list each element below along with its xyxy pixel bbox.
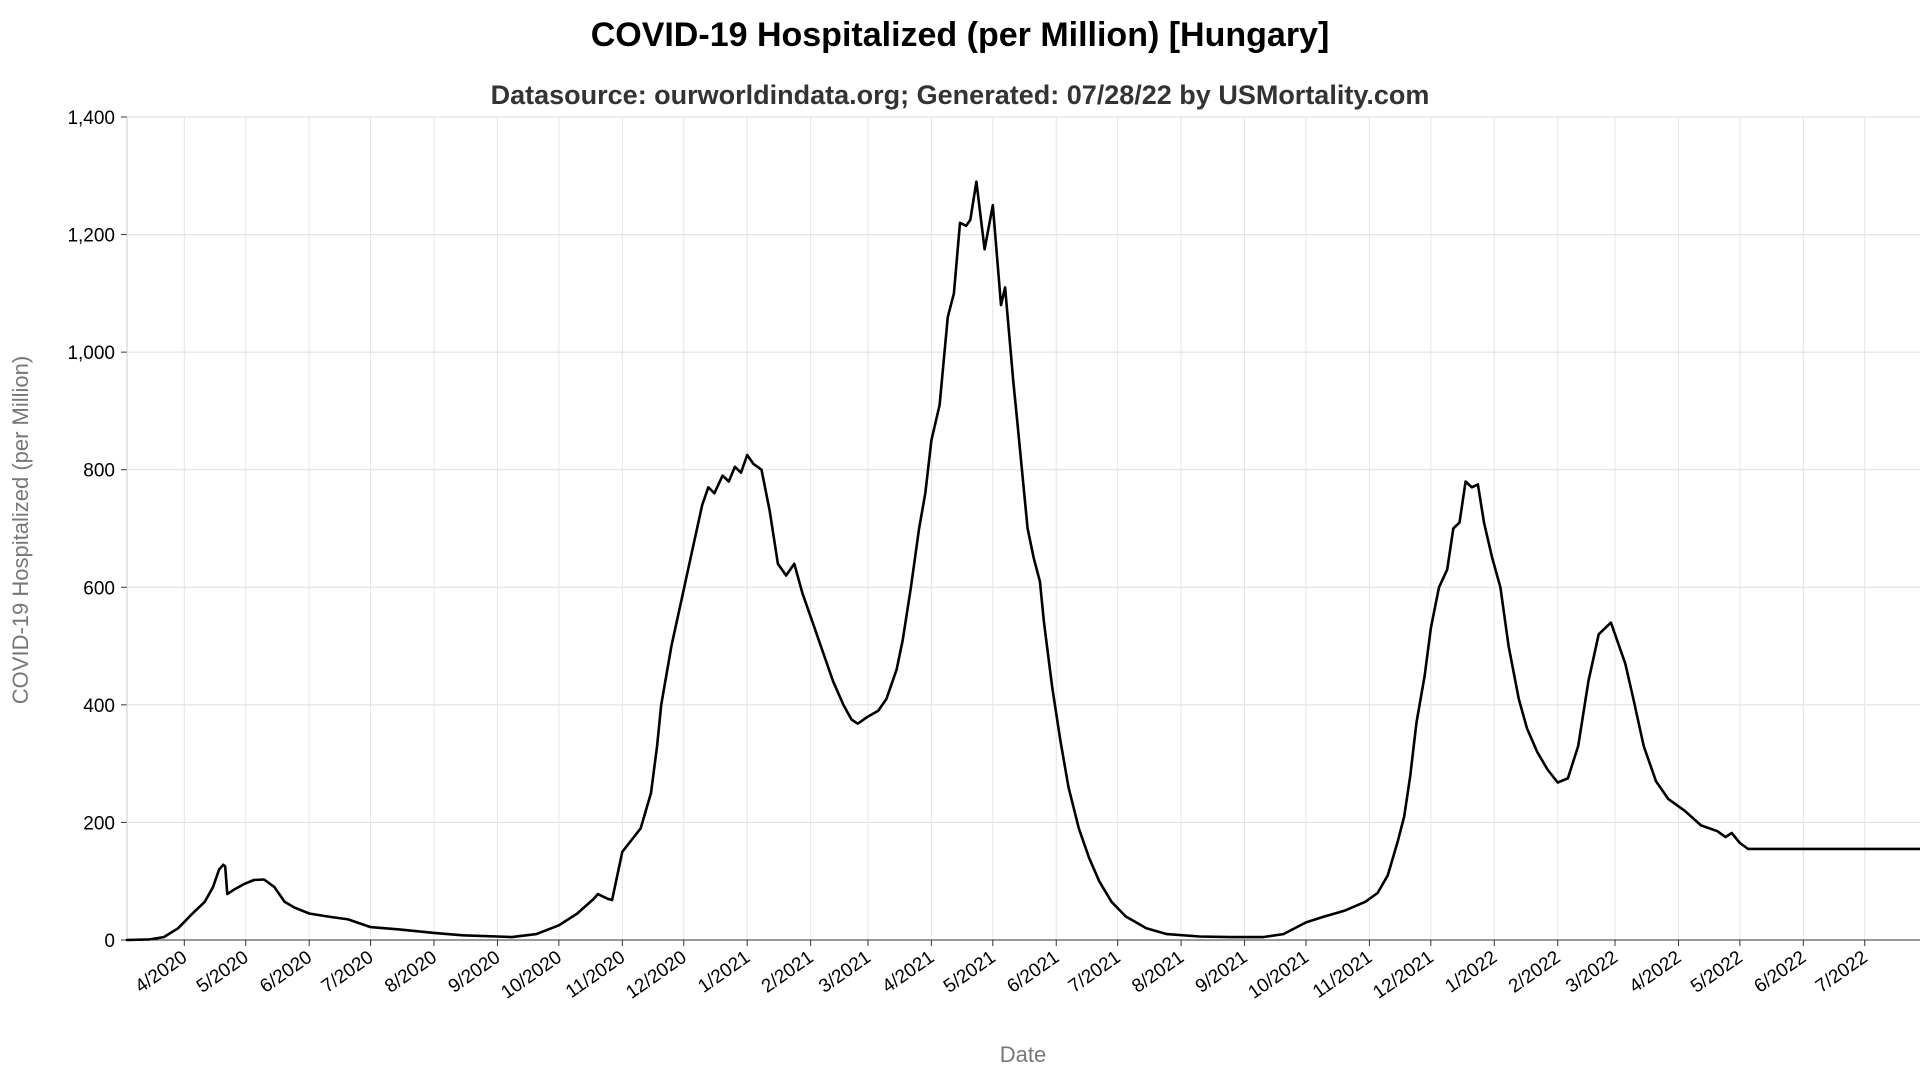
x-tick-label: 6/2021 <box>1003 947 1063 998</box>
x-tick-label: 8/2021 <box>1128 947 1188 998</box>
x-tick-label: 1/2021 <box>694 947 754 998</box>
x-tick-label: 8/2020 <box>381 947 441 998</box>
x-tick-label: 6/2020 <box>256 947 316 998</box>
y-tick-label: 1,400 <box>67 108 115 129</box>
x-tick-label: 4/2021 <box>879 947 939 998</box>
y-tick-label: 400 <box>83 696 115 717</box>
y-tick-label: 200 <box>83 813 115 834</box>
axes <box>121 116 1920 946</box>
x-tick-label: 12/2021 <box>1369 947 1437 1004</box>
x-tick-label: 3/2022 <box>1562 947 1622 998</box>
y-tick-labels: 0 200 400 600 800 1,000 1,200 1,400 <box>67 108 115 952</box>
y-tick-label: 1,000 <box>67 343 115 364</box>
x-tick-label: 1/2022 <box>1441 947 1501 998</box>
x-tick-label: 9/2021 <box>1192 947 1252 998</box>
x-tick-label: 10/2021 <box>1245 947 1313 1004</box>
series-layer <box>125 180 1920 942</box>
x-tick-label: 4/2022 <box>1626 947 1686 998</box>
y-tick-label: 600 <box>83 578 115 599</box>
x-tick-label: 10/2020 <box>497 947 565 1004</box>
y-tick-label: 0 <box>104 931 115 952</box>
chart-subtitle: Datasource: ourworldindata.org; Generate… <box>490 80 1430 110</box>
x-tick-label: 6/2022 <box>1751 947 1811 998</box>
x-tick-label: 11/2021 <box>1309 947 1376 1003</box>
x-tick-label: 7/2022 <box>1812 947 1872 998</box>
grid-lines <box>127 116 1920 940</box>
x-tick-label: 9/2020 <box>445 947 505 998</box>
x-tick-label: 3/2021 <box>815 947 875 998</box>
y-axis-title: COVID-19 Hospitalized (per Million) <box>8 356 33 704</box>
x-tick-label: 5/2020 <box>193 947 253 998</box>
x-axis-title: Date <box>1000 1042 1046 1067</box>
x-tick-label: 7/2021 <box>1065 947 1125 998</box>
y-tick-label: 800 <box>83 461 115 482</box>
x-tick-label: 5/2021 <box>940 947 1000 998</box>
chart-title: COVID-19 Hospitalized (per Million) [Hun… <box>590 16 1330 54</box>
x-tick-label: 4/2020 <box>132 947 192 998</box>
x-tick-label: 11/2020 <box>562 947 629 1003</box>
x-tick-label: 5/2022 <box>1687 947 1747 998</box>
x-tick-label: 7/2020 <box>318 947 378 998</box>
series-line-0 <box>125 180 1920 942</box>
x-tick-label: 2/2022 <box>1505 947 1565 998</box>
x-tick-label: 12/2020 <box>622 947 690 1004</box>
y-tick-label: 1,200 <box>67 226 115 247</box>
x-tick-label: 2/2021 <box>758 947 818 998</box>
x-tick-labels: 4/2020 5/2020 6/2020 7/2020 8/2020 9/202010/2… <box>132 947 1872 1004</box>
